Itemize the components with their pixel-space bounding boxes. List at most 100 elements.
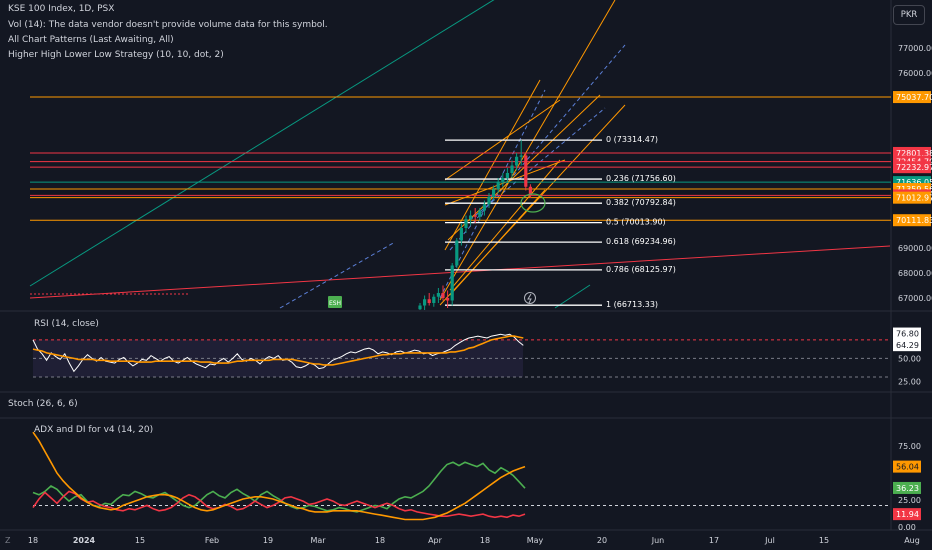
legend-chart-patterns[interactable]: All Chart Patterns (Last Awaiting, All) [8, 35, 174, 45]
candle-body [505, 173, 509, 178]
timezone-label: Z [5, 536, 11, 545]
pattern-marker [328, 296, 342, 308]
adx-axis-tick: 25.00 [898, 496, 921, 505]
rsi-badge-label: 76.80 [896, 330, 919, 339]
adx-axis-tick: 0.00 [898, 523, 916, 532]
candle-body [501, 178, 505, 182]
adx-line [32, 431, 526, 521]
trend-line-teal [554, 284, 591, 309]
rsi-badge [893, 339, 921, 352]
legend-hhll-strategy[interactable]: Higher High Lower Low Strategy (10, 10, … [8, 50, 224, 60]
di-plus-line [32, 461, 526, 513]
time-axis-label: Jul [764, 536, 775, 545]
price-axis-tick: 69000.00 [898, 244, 932, 253]
fib-level-label: 0.236 (71756.60) [606, 174, 676, 183]
candle-body [487, 196, 491, 205]
candle-body [496, 181, 500, 190]
time-axis-label: 2024 [73, 536, 96, 545]
fib-level-label: 0 (73314.47) [606, 135, 658, 144]
time-axis-label: 20 [597, 536, 607, 545]
time-axis-label: Jun [651, 536, 665, 545]
candle-body [524, 155, 528, 187]
pattern-marker-label: ESH [329, 300, 341, 307]
time-axis-label: May [527, 536, 544, 545]
lightning-icon [527, 293, 532, 304]
price-badge-label: 71012.97 [896, 194, 932, 203]
candle-body [528, 186, 532, 196]
trend-line-red [29, 245, 891, 299]
candle-body [478, 210, 482, 217]
time-axis-label: 15 [819, 536, 829, 545]
time-axis-label: 18 [28, 536, 38, 545]
candle-body [492, 189, 496, 197]
adx-badge [893, 481, 921, 494]
candle-body [441, 293, 445, 298]
legend-volume[interactable]: Vol (14): The data vendor doesn't provid… [8, 20, 328, 30]
symbol-title[interactable]: KSE 100 Index, 1D, PSX [8, 4, 115, 14]
candle-body [482, 204, 486, 211]
candle-body [446, 298, 450, 301]
time-axis-label: Feb [205, 536, 219, 545]
legend-stoch[interactable]: Stoch (26, 6, 6) [8, 399, 78, 409]
candle-body [515, 156, 519, 166]
candle-body [455, 240, 459, 266]
highlight-ellipse [520, 193, 546, 213]
time-axis-label: Aug [904, 536, 920, 545]
time-axis-label: 17 [709, 536, 719, 545]
adx-badge [893, 460, 921, 473]
pattern-channel-line [444, 79, 541, 251]
channel-line-dashed [469, 107, 606, 221]
rsi-axis-tick: 25.00 [898, 378, 921, 387]
rsi-axis-tick: 50.00 [898, 354, 921, 363]
adx-axis-tick: 75.00 [898, 442, 921, 451]
time-axis-label: 18 [375, 536, 385, 545]
fib-level-label: 0.618 (69234.96) [606, 237, 676, 246]
candle-body [450, 265, 454, 301]
fib-level-label: 1 (66713.33) [606, 300, 658, 309]
price-badge-label: 72801.38 [896, 149, 932, 158]
candle-body [519, 155, 523, 157]
lightning-icon [524, 292, 536, 304]
legend-adx[interactable]: ADX and DI for v4 (14, 20) [34, 425, 154, 435]
price-axis-tick: 67000.00 [898, 294, 932, 303]
price-badge-label: 75037.70 [896, 93, 932, 102]
price-badge-label: 72232.97 [896, 163, 932, 172]
time-axis-label: Mar [310, 536, 326, 545]
adx-badge [893, 508, 921, 521]
fib-level-label: 0.786 (68125.97) [606, 265, 676, 274]
candle-body [423, 299, 427, 306]
adx-badge-label: 11.94 [896, 510, 919, 519]
price-badge-label: 71636.05 [896, 178, 932, 187]
candle-body [464, 219, 468, 228]
adx-badge-label: 56.04 [896, 463, 919, 472]
fib-level-label: 0.5 (70013.90) [606, 218, 666, 227]
candle-body [510, 165, 514, 173]
candle-body [459, 228, 463, 241]
price-badge [893, 161, 931, 174]
rsi-badge-label: 64.29 [896, 341, 919, 350]
legend-rsi[interactable]: RSI (14, close) [34, 319, 99, 329]
candle-body [473, 215, 477, 217]
channel-line-dashed [279, 241, 396, 309]
price-pane: 0 (73314.47) 0.236 (71756.60) 0.382 (70792… [29, 0, 891, 310]
candle-body [432, 296, 436, 303]
price-badge-label: 70111.83 [896, 216, 932, 225]
candle-body [436, 293, 440, 297]
time-axis-label: 15 [135, 536, 145, 545]
price-axis-tick: 68000.00 [898, 269, 932, 278]
candle-body [469, 215, 473, 220]
time-axis-label: 19 [263, 536, 273, 545]
price-badge [893, 191, 931, 204]
fib-level-label: 0.382 (70792.84) [606, 198, 676, 207]
pattern-channel-line [439, 0, 616, 301]
time-axis-label: 18 [480, 536, 490, 545]
currency-button[interactable]: PKR [893, 5, 925, 25]
candle-body [427, 299, 431, 303]
candle-body [418, 305, 422, 310]
adx-badge-label: 36.23 [896, 484, 919, 493]
rsi-ma-line [32, 335, 524, 366]
price-axis-tick: 76000.00 [898, 69, 932, 78]
price-badge [893, 91, 931, 104]
